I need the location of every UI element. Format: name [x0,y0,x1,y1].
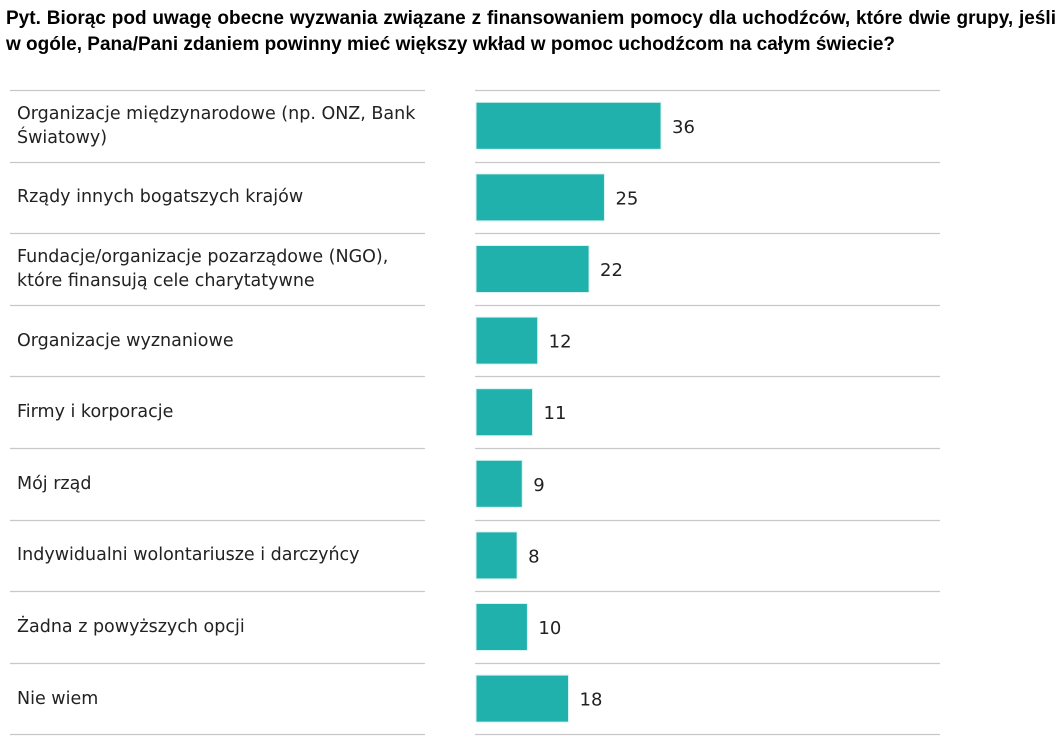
data-label: 11 [544,403,567,424]
category-label-text: Organizacje międzynarodowe (np. ONZ, Ban… [17,103,416,148]
bar [475,531,518,580]
bar [475,245,590,293]
data-label: 18 [580,690,603,711]
category-label: Fundacje/organizacje pozarządowe (NGO), … [17,233,437,305]
category-label-text: Indywidualni wolontariusze i darczyńcy [17,545,360,566]
category-label: Indywidualni wolontariusze i darczyńcy [17,520,437,592]
data-label: 8 [528,546,539,567]
category-label: Firmy i korporacje [17,376,437,448]
category-label-text: Nie wiem [17,688,99,709]
category-label-text: Organizacje wyznaniowe [17,330,234,351]
category-label-text: Fundacje/organizacje pozarządowe (NGO), … [17,246,389,291]
bar [475,388,534,437]
data-label: 22 [600,260,623,281]
data-label: 10 [538,618,561,639]
category-label: Rządy innych bogatszych krajów [17,162,437,234]
category-label-text: Mój rząd [17,473,92,494]
bar [475,316,539,365]
category-label: Mój rząd [17,448,437,520]
category-label: Organizacje międzynarodowe (np. ONZ, Ban… [17,90,437,162]
category-label: Nie wiem [17,663,437,735]
category-label: Żadna z powyższych opcji [17,591,437,663]
bar [475,674,569,723]
data-label: 25 [615,188,638,209]
category-label-text: Firmy i korporacje [17,402,174,423]
data-label: 12 [549,332,572,353]
category-label-text: Rządy innych bogatszych krajów [17,187,304,208]
bar [475,459,523,508]
bar [475,101,662,150]
bar [475,173,605,222]
chart-title: Pyt. Biorąc pod uwagę obecne wyzwania zw… [6,8,1056,55]
data-label: 9 [533,475,544,496]
category-label-text: Żadna z powyższych opcji [17,616,245,637]
bar [475,603,528,651]
category-label: Organizacje wyznaniowe [17,305,437,377]
data-label: 36 [672,117,695,138]
